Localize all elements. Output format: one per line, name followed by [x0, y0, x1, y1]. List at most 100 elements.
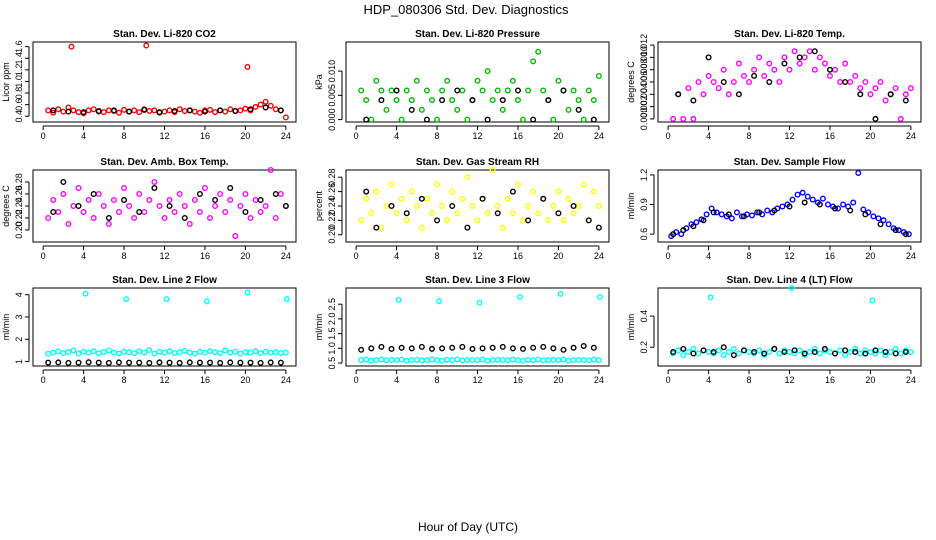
data-point — [267, 349, 274, 356]
data-point — [212, 349, 219, 356]
x-tick-label: 16 — [200, 251, 210, 261]
data-point — [449, 97, 456, 104]
data-point — [434, 217, 441, 224]
y-tick-label: 0.28 — [327, 168, 337, 186]
y-tick-label: 0.2 — [639, 341, 649, 354]
y-tick-label: 3 — [14, 314, 24, 319]
x-tick-label: 24 — [906, 375, 916, 385]
data-point — [257, 208, 264, 215]
data-point — [801, 350, 808, 357]
x-tick-label: 4 — [81, 131, 86, 141]
data-point — [862, 347, 869, 354]
data-point — [207, 106, 214, 113]
data-point — [196, 348, 203, 355]
data-point — [907, 348, 914, 355]
data-point — [55, 106, 62, 113]
data-point — [590, 356, 597, 363]
data-point — [252, 348, 259, 355]
x-tick-label: 16 — [200, 131, 210, 141]
data-point — [530, 188, 537, 195]
data-point — [514, 97, 521, 104]
data-point — [459, 87, 466, 94]
data-point — [902, 231, 909, 238]
data-point — [95, 350, 102, 357]
data-point — [383, 106, 390, 113]
data-point — [227, 106, 234, 113]
x-tick-label: 12 — [784, 375, 794, 385]
data-point — [892, 85, 899, 92]
data-point — [121, 106, 128, 113]
data-point — [520, 357, 527, 364]
data-point — [115, 208, 122, 215]
data-point — [707, 294, 714, 301]
data-point — [897, 350, 904, 357]
data-point — [570, 210, 577, 217]
data-point — [499, 357, 506, 364]
y-axis-label: degrees C — [626, 61, 636, 103]
x-tick-label: 12 — [472, 131, 482, 141]
data-point — [262, 348, 269, 355]
data-point — [550, 345, 557, 352]
data-point — [203, 298, 210, 305]
data-point — [832, 350, 839, 357]
data-point — [746, 348, 753, 355]
data-point — [735, 91, 742, 98]
data-point — [378, 356, 385, 363]
data-point — [403, 210, 410, 217]
x-tick-label: 20 — [865, 131, 875, 141]
data-point — [693, 219, 700, 226]
data-point — [105, 359, 112, 366]
x-tick-label: 0 — [666, 375, 671, 385]
data-point — [816, 201, 823, 208]
data-point — [80, 208, 87, 215]
data-point — [705, 54, 712, 61]
data-point — [509, 77, 516, 84]
data-point — [791, 347, 798, 354]
data-point — [806, 48, 813, 55]
data-point — [489, 166, 496, 173]
data-point — [50, 107, 57, 114]
data-point — [277, 359, 284, 366]
plot-frame — [345, 41, 610, 123]
data-point — [882, 97, 889, 104]
data-point — [670, 115, 677, 122]
data-point — [100, 202, 107, 209]
data-point — [368, 116, 375, 123]
data-point — [771, 345, 778, 352]
data-point — [121, 196, 128, 203]
data-point — [100, 349, 107, 356]
data-point — [842, 78, 849, 85]
data-point — [434, 116, 441, 123]
y-tick-label: 0.8 — [14, 87, 24, 100]
data-point — [131, 214, 138, 221]
data-point — [75, 202, 82, 209]
data-point — [161, 214, 168, 221]
data-point — [530, 116, 537, 123]
data-point — [847, 78, 854, 85]
data-point — [131, 350, 138, 357]
x-tick-label: 8 — [122, 251, 127, 261]
x-tick-label: 0 — [354, 131, 359, 141]
data-point — [186, 220, 193, 227]
data-point — [434, 181, 441, 188]
panel-title: Stan. Dev. Gas Stream RH — [416, 157, 539, 168]
data-point — [70, 202, 77, 209]
x-tick-label: 8 — [122, 131, 127, 141]
data-point — [247, 359, 254, 366]
data-point — [136, 359, 143, 366]
data-point — [535, 210, 542, 217]
data-point — [90, 190, 97, 197]
data-point — [690, 345, 697, 352]
data-point — [45, 214, 52, 221]
data-point — [143, 42, 150, 49]
y-tick-label: 0.4 — [14, 110, 24, 123]
data-point — [756, 209, 763, 216]
x-tick-label: 0 — [354, 375, 359, 385]
data-point — [85, 196, 92, 203]
series-2 — [50, 104, 284, 116]
data-point — [826, 66, 833, 73]
data-point — [585, 87, 592, 94]
data-point — [570, 344, 577, 351]
data-point — [730, 352, 737, 359]
y-tick-label: 0.20 — [14, 221, 24, 239]
